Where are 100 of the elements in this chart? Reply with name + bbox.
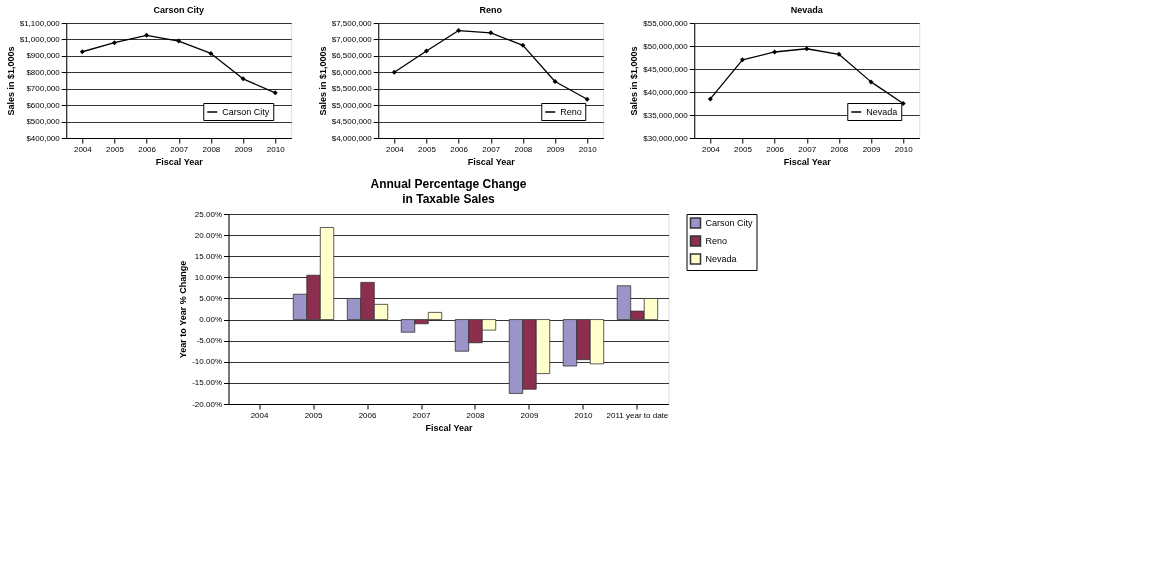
point — [552, 78, 558, 84]
x-tick-label: 2008 — [202, 144, 221, 154]
y-tick-label: $1,000,000 — [19, 34, 61, 44]
x-tick-label: 2006 — [358, 410, 377, 420]
y-tick-label: $800,000 — [26, 67, 61, 77]
x-tick-label: 2010 — [894, 144, 914, 154]
x-tick-label: 2008 — [830, 144, 849, 154]
y-tick-label: $4,500,000 — [331, 117, 373, 127]
y-tick-label: $400,000 — [26, 133, 61, 143]
point — [208, 50, 214, 56]
x-tick-label: 2005 — [304, 410, 323, 420]
legend-label: Carson City — [222, 107, 270, 117]
x-tick-label: 2005 — [734, 144, 753, 154]
x-tick-label: 2005 — [418, 144, 437, 154]
legend-label: Nevada — [705, 254, 737, 264]
x-tick-label: 2007 — [412, 410, 431, 420]
y-tick-label: $35,000,000 — [643, 110, 689, 120]
y-tick-label: 10.00% — [194, 272, 222, 282]
point — [488, 30, 494, 36]
y-tick-label: -5.00% — [196, 336, 222, 346]
x-tick-label: 2010 — [578, 144, 598, 154]
x-tick-label: 2004 — [385, 144, 405, 154]
x-tick-label: 2004 — [701, 144, 721, 154]
y-tick-label: $900,000 — [26, 51, 61, 61]
point — [836, 51, 842, 57]
point — [584, 96, 590, 102]
x-tick-label: 2004 — [73, 144, 93, 154]
y-axis-title: Sales in $1,000s — [317, 46, 328, 116]
chart-title: Carson City — [153, 5, 205, 15]
y-tick-label: $7,500,000 — [331, 18, 373, 28]
point — [520, 42, 526, 48]
point — [739, 57, 745, 63]
y-tick-label: $5,500,000 — [331, 84, 373, 94]
x-axis-title: Fiscal Year — [155, 156, 204, 167]
point — [391, 69, 397, 75]
point — [456, 28, 462, 34]
y-tick-label: 20.00% — [194, 230, 222, 240]
point — [804, 46, 810, 52]
y-tick-label: 0.00% — [199, 315, 222, 325]
point — [240, 76, 246, 82]
y-tick-label: $55,000,000 — [643, 18, 689, 28]
point — [272, 90, 278, 96]
x-axis-title: Fiscal Year — [783, 156, 832, 167]
x-tick-label: 2004 — [250, 410, 269, 420]
x-tick-label: 2006 — [450, 144, 469, 154]
chart-title: Reno — [479, 5, 503, 15]
chart-title: Nevada — [790, 5, 824, 15]
chart-subtitle: in Taxable Sales — [402, 192, 496, 206]
x-tick-label: 2010 — [266, 144, 286, 154]
y-tick-label: $40,000,000 — [643, 87, 689, 97]
y-tick-label: 5.00% — [199, 293, 222, 303]
point — [111, 40, 117, 46]
point — [144, 32, 150, 38]
x-axis-title: Fiscal Year — [467, 156, 516, 167]
legend-label: Reno — [705, 236, 728, 246]
x-tick-label: 2009 — [862, 144, 881, 154]
point — [707, 96, 713, 102]
y-tick-label: $7,000,000 — [331, 34, 373, 44]
point — [79, 49, 85, 55]
legend-label: Reno — [560, 107, 582, 117]
y-tick-label: $500,000 — [26, 117, 61, 127]
y-tick-label: -15.00% — [192, 378, 222, 388]
x-tick-label: 2009 — [520, 410, 539, 420]
point — [176, 38, 182, 44]
y-tick-label: $6,500,000 — [331, 51, 373, 61]
y-axis-title: Sales in $1,000s — [5, 46, 16, 116]
y-tick-label: $700,000 — [26, 84, 61, 94]
point — [900, 101, 906, 106]
x-tick-label: 2006 — [138, 144, 157, 154]
y-axis-title: Year to Year % Change — [178, 260, 189, 359]
y-tick-label: $4,000,000 — [331, 133, 373, 143]
y-axis-title: Sales in $1,000s — [629, 46, 640, 116]
y-tick-label: $30,000,000 — [643, 133, 689, 143]
x-tick-label: 2007 — [482, 144, 501, 154]
y-tick-label: 15.00% — [194, 251, 222, 261]
x-tick-label: 2008 — [514, 144, 533, 154]
y-tick-label: $45,000,000 — [643, 64, 689, 74]
x-tick-label: 2007 — [170, 144, 189, 154]
y-tick-label: $5,000,000 — [331, 100, 373, 110]
x-tick-label: 2009 — [234, 144, 253, 154]
x-tick-label: 2010 — [574, 410, 593, 420]
legend-label: Carson City — [705, 218, 754, 228]
y-tick-label: -10.00% — [192, 357, 222, 367]
point — [423, 48, 429, 54]
y-tick-label: $600,000 — [26, 100, 61, 110]
x-tick-label: 2007 — [798, 144, 817, 154]
x-axis-title: Fiscal Year — [425, 422, 473, 433]
point — [772, 49, 778, 55]
x-tick-label: 2005 — [106, 144, 125, 154]
y-tick-label: -20.00% — [192, 399, 222, 409]
legend-label: Nevada — [866, 107, 898, 117]
y-tick-label: $1,100,000 — [19, 18, 61, 28]
chart-title: Annual Percentage Change — [370, 177, 527, 191]
y-tick-label: 25.00% — [194, 209, 222, 219]
x-tick-label: 2011 year to date — [606, 410, 669, 420]
x-tick-label: 2009 — [546, 144, 565, 154]
x-tick-label: 2008 — [466, 410, 485, 420]
x-tick-label: 2006 — [766, 144, 785, 154]
point — [868, 79, 874, 85]
y-tick-label: $6,000,000 — [331, 67, 373, 77]
